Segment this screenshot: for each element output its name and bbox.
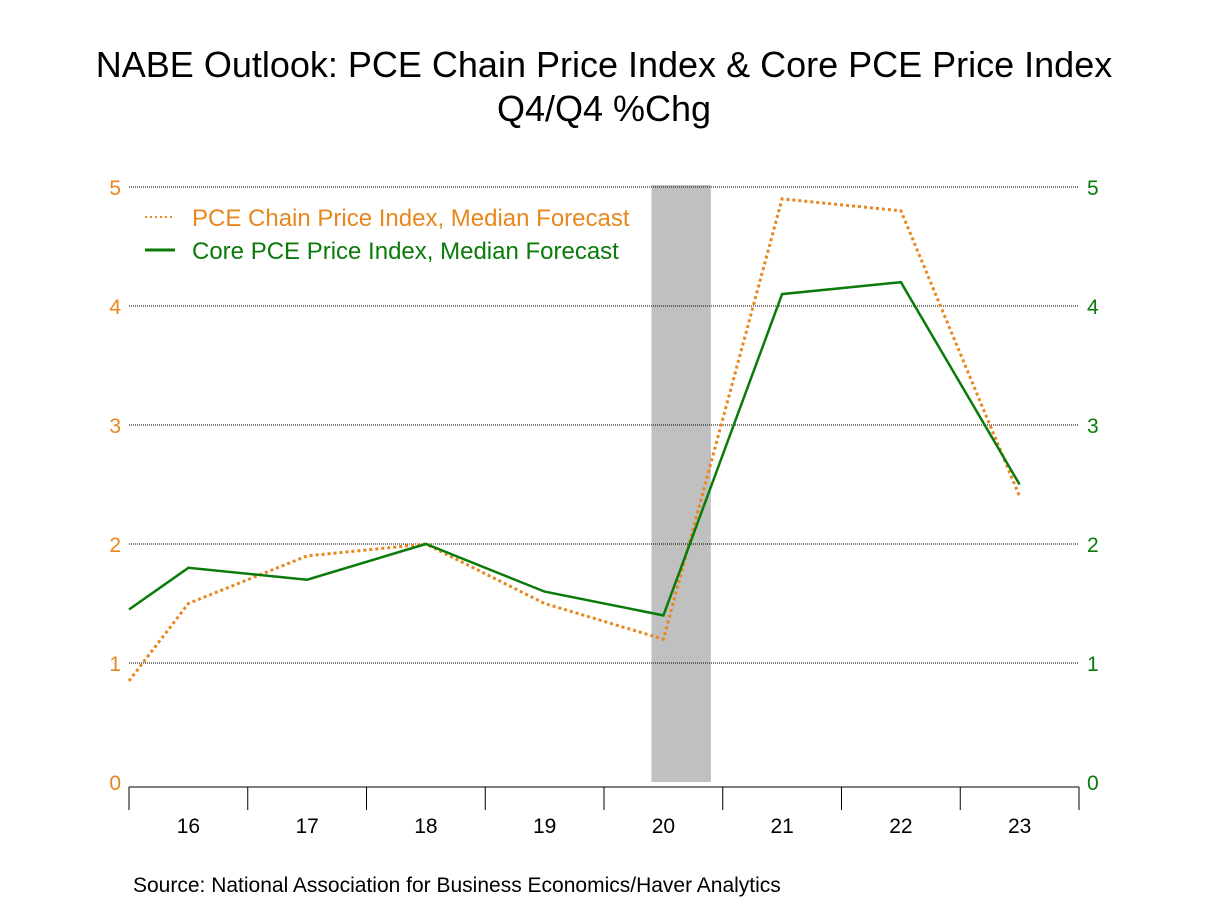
pce-series-line <box>127 197 1021 682</box>
x-tick-label: 21 <box>770 815 793 838</box>
x-tick-label: 22 <box>889 815 912 838</box>
recession-shade <box>651 185 711 782</box>
chart-subtitle: Q4/Q4 %Chg <box>496 88 712 129</box>
y-left-tick-label: 5 <box>109 177 121 200</box>
y-right-tick-label: 5 <box>1087 177 1099 200</box>
y-right-tick-label: 1 <box>1087 653 1099 676</box>
legend-core-label: Core PCE Price Index, Median Forecast <box>192 238 619 265</box>
legend-pce-label: PCE Chain Price Index, Median Forecast <box>192 205 630 232</box>
y-left-tick-label: 4 <box>109 296 121 319</box>
y-left-tick-label: 3 <box>109 415 121 438</box>
y-right-tick-label: 0 <box>1087 772 1099 795</box>
y-right-tick-label: 2 <box>1087 534 1099 557</box>
y-left-tick-label: 0 <box>109 772 121 795</box>
x-tick-label: 18 <box>414 815 437 838</box>
y-left-tick-label: 1 <box>109 653 121 676</box>
y-left-tick-label: 2 <box>109 534 121 557</box>
y-right-tick-label: 3 <box>1087 415 1099 438</box>
x-tick-label: 16 <box>177 815 200 838</box>
x-tick-label: 19 <box>533 815 556 838</box>
x-tick-label: 20 <box>652 815 675 838</box>
x-tick-label: 17 <box>295 815 318 838</box>
source-note: Source: National Association for Busines… <box>133 874 781 897</box>
y-right-tick-label: 4 <box>1087 296 1099 319</box>
x-tick-label: 23 <box>1008 815 1031 838</box>
core-series-line <box>128 280 1021 617</box>
chart-title: NABE Outlook: PCE Chain Price Index & Co… <box>95 44 1113 85</box>
